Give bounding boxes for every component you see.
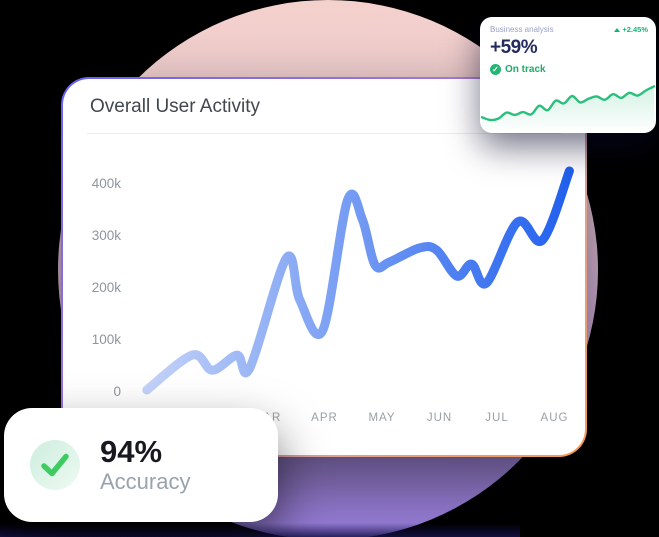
y-axis-tick-label: 100k [92,332,122,347]
status-row: ✓ On track [490,64,546,75]
y-axis-tick-label: 0 [113,384,121,399]
y-axis-tick-label: 200k [92,280,122,295]
business-analysis-card: Business analysis +2.45% +59% ✓ On track [480,17,656,133]
sparkline-chart [480,85,656,133]
x-axis-month-label: JUN [427,412,452,424]
accuracy-label: Accuracy [100,469,191,495]
activity-line-series [142,166,574,395]
accuracy-value: 94% [100,434,163,470]
delta-value: +2.45% [622,25,648,34]
status-label: On track [505,64,546,75]
title-divider [87,133,561,134]
x-axis-month-label: MAY [368,412,395,424]
accuracy-card: 94% Accuracy [4,408,278,522]
mini-card-label: Business analysis [490,25,554,34]
mini-card-header: Business analysis +2.45% [490,25,648,34]
y-axis-tick-label: 400k [92,176,122,191]
y-axis-tick-label: 300k [92,228,122,243]
check-circle-icon: ✓ [490,64,501,75]
activity-line-chart: 400k300k200k100k0JANFEBMARAPRMAYJUNJULAU… [92,166,574,424]
sparkline-series [480,85,656,122]
checkmark-icon [41,453,69,477]
activity-card: Overall User Activity 400k 300k 200k 100k 0 J… [63,79,585,455]
activity-card-gradient-border: Overall User Activity 400k 300k 200k 100k 0 J… [61,77,587,457]
card-title: Overall User Activity [90,96,260,117]
x-axis-month-label: JUL [485,412,508,424]
bottom-haze [0,523,520,537]
check-badge [30,440,80,490]
delta-badge: +2.45% [614,25,648,34]
x-axis-month-label: APR [311,412,338,424]
triangle-up-icon [614,27,621,32]
growth-value: +59% [490,37,538,58]
accuracy-text: 94% Accuracy [100,434,191,495]
sparkline-fill [482,86,654,133]
x-axis-month-label: AUG [541,412,569,424]
